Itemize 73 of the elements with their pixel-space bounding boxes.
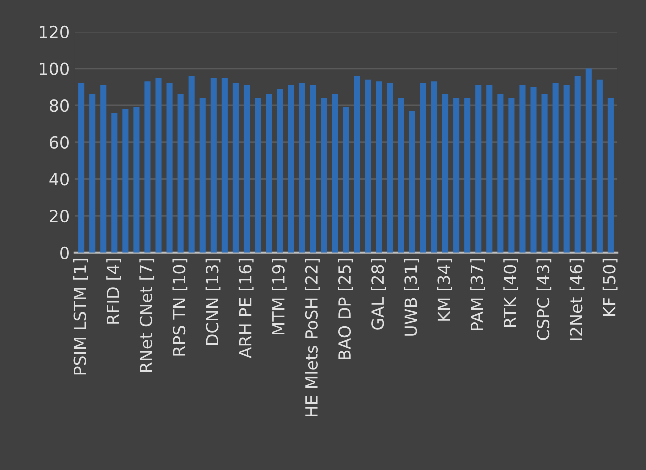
x-tick-label: DCNN [13]: [206, 259, 221, 346]
bar: [542, 94, 548, 253]
bar: [464, 98, 471, 253]
x-tick-label: HE Mlets PoSH [22]: [305, 259, 320, 416]
x-tick-label: PSIM LSTM [1]: [73, 259, 88, 375]
bar: [420, 84, 426, 253]
y-tick-label: 20: [50, 210, 69, 223]
x-tick-label: KM [34]: [437, 259, 452, 321]
bar: [498, 94, 504, 253]
bar: [277, 89, 284, 253]
bar: [398, 98, 404, 253]
x-tick-label: BAO DP [25]: [338, 259, 354, 360]
bar: [574, 76, 581, 253]
bar: [321, 98, 328, 253]
y-tick-label: 0: [60, 246, 69, 260]
bar: [586, 68, 592, 253]
bar: [134, 107, 140, 253]
bar: [343, 107, 350, 253]
bar: [254, 98, 262, 253]
bar: [90, 94, 96, 253]
bar: [310, 85, 316, 253]
bar: [596, 80, 603, 253]
bar: [365, 80, 372, 253]
bar: [200, 98, 206, 253]
bar: [530, 87, 537, 253]
bar: [288, 85, 294, 253]
bar: [188, 76, 195, 253]
bar: [354, 76, 360, 253]
bar: [78, 84, 85, 253]
bar: [387, 84, 394, 253]
bar: [564, 85, 570, 253]
bar: [332, 94, 338, 253]
x-tick-label: KF [50]: [602, 259, 618, 316]
bar: [376, 82, 382, 253]
bar: [520, 85, 526, 253]
bar: [112, 112, 118, 253]
x-tick-label: ARH PE [16]: [238, 259, 254, 358]
bar: [409, 111, 416, 253]
bar: [486, 85, 493, 253]
bar: [454, 98, 460, 253]
bar: [244, 85, 250, 253]
x-tick-label: RFID [4]: [106, 259, 122, 324]
bar: [299, 84, 306, 253]
bar: [266, 94, 272, 253]
x-tick-label: UWB [31]: [404, 259, 420, 336]
bar: [608, 98, 614, 253]
x-tick-label: GAL [28]: [371, 259, 386, 330]
bar: [166, 84, 173, 253]
y-tick-label: 80: [50, 100, 69, 112]
bar: [122, 109, 129, 253]
x-tick-label: RNet CNet [7]: [140, 259, 155, 372]
bar: [178, 94, 184, 253]
x-tick-label: PAM [37]: [470, 259, 486, 330]
bar: [508, 98, 515, 253]
bar: [232, 84, 239, 253]
y-tick-label: 60: [50, 136, 69, 149]
bar: [222, 78, 228, 253]
x-tick-label: I2Net [46]: [570, 259, 585, 340]
bar: [210, 78, 217, 253]
bar: [156, 78, 162, 253]
bar: [431, 82, 438, 253]
x-tick-label: CSPC [43]: [536, 259, 552, 340]
bar: [144, 82, 151, 253]
bar: [552, 84, 559, 253]
x-tick-label: RPS TN [10]: [172, 259, 188, 356]
bar: [476, 85, 482, 253]
y-tick-label: 100: [40, 62, 69, 76]
bar: [442, 94, 449, 253]
y-tick-label: 120: [40, 26, 69, 39]
x-tick-label: MTM [19]: [272, 259, 287, 335]
y-tick-label: 40: [50, 173, 69, 186]
bar: [100, 85, 107, 253]
x-tick-label: RTK [40]: [504, 259, 518, 328]
